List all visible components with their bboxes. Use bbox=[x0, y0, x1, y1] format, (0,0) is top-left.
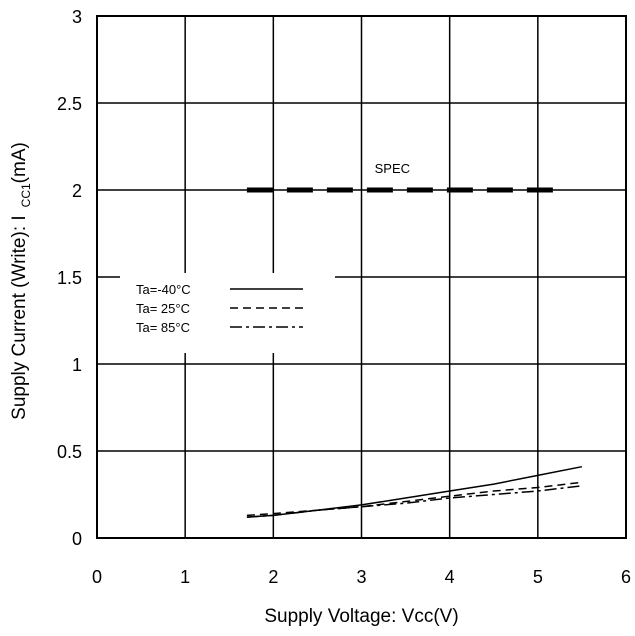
legend-box bbox=[120, 273, 335, 353]
x-tick-label: 5 bbox=[533, 567, 543, 587]
x-axis-label: Supply Voltage: Vcc(V) bbox=[264, 606, 458, 627]
y-axis-label: Supply Current (Write): I CC1(mA) bbox=[9, 142, 33, 420]
plot-frame bbox=[96, 15, 627, 539]
grid bbox=[97, 16, 626, 538]
spec-reference: SPEC bbox=[246, 161, 565, 193]
y-tick-label: 0.5 bbox=[57, 442, 82, 462]
x-tick-label: 3 bbox=[356, 567, 366, 587]
y-tick-label: 2.5 bbox=[57, 94, 82, 114]
y-tick-label: 3 bbox=[72, 7, 82, 27]
series-line-3 bbox=[246, 485, 582, 518]
x-tick-label: 2 bbox=[268, 567, 278, 587]
y-axis-label-subscript: CC1 bbox=[19, 183, 33, 207]
y-tick-label: 0 bbox=[72, 529, 82, 549]
legend-label: Ta= 25°C bbox=[136, 301, 190, 316]
legend: Ta=-40°C Ta= 25°C Ta= 85°C bbox=[120, 273, 335, 353]
y-tick-label: 1.5 bbox=[57, 268, 82, 288]
series-lines bbox=[246, 465, 583, 518]
spec-label: SPEC bbox=[375, 161, 410, 176]
y-tick-label: 1 bbox=[72, 355, 82, 375]
tick-labels: 0 1 2 3 4 5 6 0 0.5 1 1.5 2 2.5 3 bbox=[57, 7, 631, 587]
x-tick-label: 6 bbox=[621, 567, 631, 587]
series-line-2 bbox=[246, 481, 582, 517]
legend-label: Ta=-40°C bbox=[136, 282, 191, 297]
y-axis-label-main: Supply Current (Write): I bbox=[9, 215, 30, 419]
legend-label: Ta= 85°C bbox=[136, 320, 190, 335]
x-tick-label: 1 bbox=[180, 567, 190, 587]
x-tick-label: 0 bbox=[92, 567, 102, 587]
y-tick-label: 2 bbox=[72, 181, 82, 201]
x-tick-label: 4 bbox=[445, 567, 455, 587]
y-axis-label-unit: (mA) bbox=[9, 142, 30, 183]
